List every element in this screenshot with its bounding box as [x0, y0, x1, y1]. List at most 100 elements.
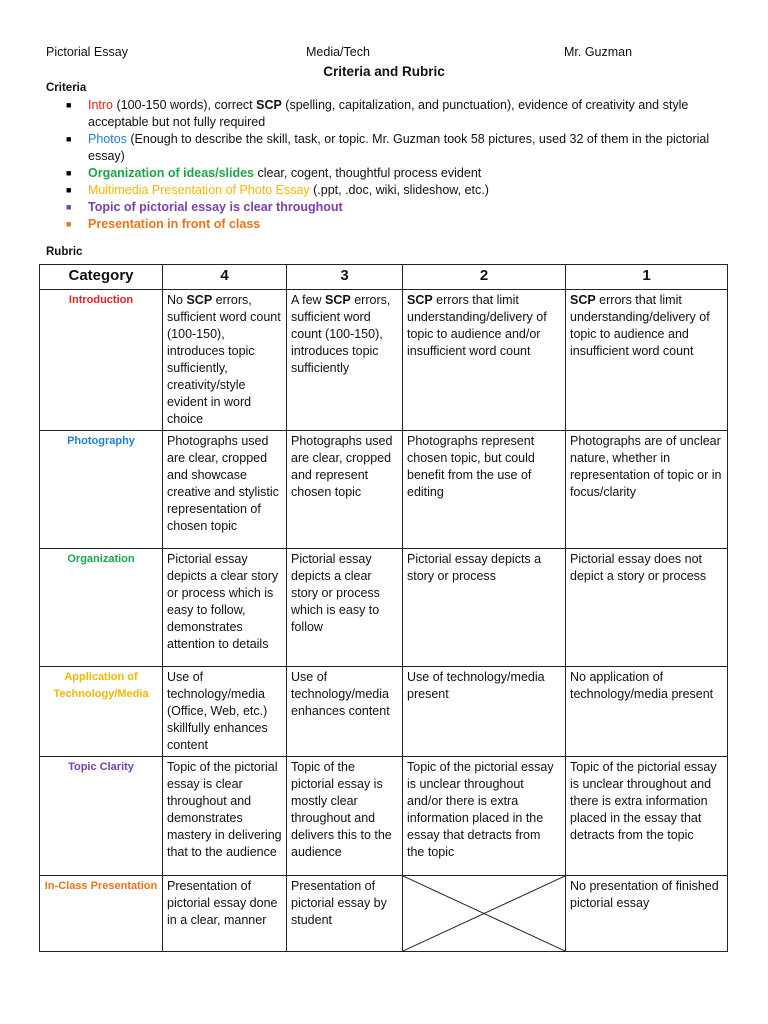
- score-cell: A few SCP errors, sufficient word count …: [286, 289, 403, 431]
- text-segment: Pictorial essay does not depict a story …: [570, 552, 707, 583]
- text-segment: No: [167, 293, 187, 307]
- bold-text: Presentation in front of class: [88, 217, 261, 231]
- text-segment: Use of technology/media (Office, Web, et…: [167, 670, 268, 752]
- criteria-item: ■ Topic of pictorial essay is clear throu…: [60, 199, 710, 216]
- score-cell: Topic of the pictorial essay is clear th…: [162, 756, 287, 876]
- text-segment: Topic of the pictorial essay is clear th…: [167, 760, 282, 859]
- bullet-icon: ■: [66, 219, 72, 229]
- header-left: Pictorial Essay: [46, 45, 128, 59]
- score-cell: Presentation of pictorial essay by stude…: [286, 875, 403, 952]
- score-cell: Topic of the pictorial essay is unclear …: [565, 756, 728, 876]
- rubric-row: Topic Clarity Topic of the pictorial essa…: [39, 756, 728, 876]
- text-segment: No application of technology/media prese…: [570, 670, 714, 701]
- criteria-list: ■ Intro (100-150 words), correct SCP (spe…: [60, 97, 710, 233]
- score-cell: Photographs represent chosen topic, but …: [402, 430, 566, 549]
- rubric-row: Photography Photographs used are clear, c…: [39, 430, 728, 549]
- text-segment: Photos: [88, 132, 127, 146]
- page-title: Criteria and Rubric: [323, 64, 445, 79]
- score-cell: Use of technology/media present: [402, 666, 566, 757]
- rubric-row: Application of Technology/Media Use of te…: [39, 666, 728, 757]
- column-header: 3: [286, 264, 403, 290]
- category-cell: Introduction: [39, 289, 163, 431]
- score-cell: Pictorial essay depicts a story or proce…: [402, 548, 566, 667]
- rubric-row: Introduction No SCP errors, sufficient wo…: [39, 289, 728, 431]
- category-cell: In-Class Presentation: [39, 875, 163, 952]
- rubric-header-row: Category 4 3 2 1: [39, 264, 728, 290]
- text-segment: errors that limit understanding/delivery…: [407, 293, 547, 358]
- score-cell: Pictorial essay depicts a clear story or…: [286, 548, 403, 667]
- text-segment: Photographs used are clear, cropped and …: [167, 434, 279, 533]
- criteria-item: ■ Photos (Enough to describe the skill, t…: [60, 131, 710, 165]
- header-center: Media/Tech: [306, 45, 370, 59]
- column-header: 1: [565, 264, 728, 290]
- text-segment: Presentation of pictorial essay by stude…: [291, 879, 387, 927]
- bold-text: SCP: [570, 293, 596, 307]
- criteria-item: ■ Intro (100-150 words), correct SCP (spe…: [60, 97, 710, 131]
- bold-text: SCP: [325, 293, 351, 307]
- score-cell: Pictorial essay depicts a clear story or…: [162, 548, 287, 667]
- text-segment: Photographs represent chosen topic, but …: [407, 434, 535, 499]
- bullet-icon: ■: [66, 185, 72, 195]
- rubric-table: Category 4 3 2 1 Introduction No SCP errors, …: [39, 264, 728, 952]
- score-cell: SCP errors that limit understanding/deli…: [402, 289, 566, 431]
- score-cell: Pictorial essay does not depict a story …: [565, 548, 728, 667]
- crossed-out-cell: [402, 875, 566, 952]
- criteria-item: ■ Presentation in front of class: [60, 216, 710, 233]
- score-cell: Use of technology/media (Office, Web, et…: [162, 666, 287, 757]
- score-cell: Photographs used are clear, cropped and …: [286, 430, 403, 549]
- header-right: Mr. Guzman: [564, 45, 633, 59]
- criteria-item: ■ Multimedia Presentation of Photo Essay …: [60, 182, 710, 199]
- text-segment: Photographs are of unclear nature, wheth…: [570, 434, 722, 499]
- text-segment: Pictorial essay depicts a clear story or…: [291, 552, 380, 634]
- text-segment: clear, cogent, thoughtful process eviden…: [254, 166, 482, 180]
- score-cell: SCP errors that limit understanding/deli…: [565, 289, 728, 431]
- text-segment: Topic of the pictorial essay is unclear …: [570, 760, 717, 842]
- bullet-icon: ■: [66, 202, 72, 212]
- cross-mark-icon: [403, 876, 565, 951]
- text-segment: Topic of the pictorial essay is mostly c…: [291, 760, 392, 859]
- category-cell: Organization: [39, 548, 163, 667]
- text-segment: Pictorial essay depicts a story or proce…: [407, 552, 542, 583]
- bullet-icon: ■: [66, 168, 72, 178]
- rubric-row: In-Class Presentation Presentation of pic…: [39, 875, 728, 952]
- text-segment: errors, sufficient word count (100-150),…: [291, 293, 391, 375]
- score-cell: Photographs are of unclear nature, wheth…: [565, 430, 728, 549]
- criteria-item: ■ Organization of ideas/slides clear, cog…: [60, 165, 710, 182]
- text-segment: (Enough to describe the skill, task, or …: [88, 132, 710, 163]
- text-segment: errors that limit understanding/delivery…: [570, 293, 710, 358]
- column-header: 4: [162, 264, 287, 290]
- text-segment: A few: [291, 293, 326, 307]
- rubric-heading: Rubric: [46, 246, 83, 258]
- score-cell: Topic of the pictorial essay is mostly c…: [286, 756, 403, 876]
- score-cell: Presentation of pictorial essay done in …: [162, 875, 287, 952]
- text-segment: Topic of the pictorial essay is unclear …: [407, 760, 554, 859]
- category-cell: Application of Technology/Media: [39, 666, 163, 757]
- text-segment: Intro: [88, 98, 114, 112]
- text-segment: Photographs used are clear, cropped and …: [291, 434, 393, 499]
- score-cell: Photographs used are clear, cropped and …: [162, 430, 287, 549]
- category-cell: Photography: [39, 430, 163, 549]
- bold-text: SCP: [186, 293, 213, 307]
- score-cell: Topic of the pictorial essay is unclear …: [402, 756, 566, 876]
- bold-text: SCP: [256, 98, 282, 112]
- column-header: 2: [402, 264, 566, 290]
- text-segment: Presentation of pictorial essay done in …: [167, 879, 278, 927]
- column-header: Category: [39, 264, 163, 290]
- score-cell: Use of technology/media enhances content: [286, 666, 403, 757]
- text-segment: Use of technology/media enhances content: [291, 670, 390, 718]
- bold-text: Organization of ideas/slides: [88, 166, 255, 180]
- score-cell: No SCP errors, sufficient word count (10…: [162, 289, 287, 431]
- score-cell: No application of technology/media prese…: [565, 666, 728, 757]
- text-segment: (100-150 words), correct: [113, 98, 257, 112]
- bold-text: Topic of pictorial essay is clear throug…: [88, 200, 343, 214]
- score-cell: No presentation of finished pictorial es…: [565, 875, 728, 952]
- text-segment: (.ppt, .doc, wiki, slideshow, etc.): [309, 183, 489, 197]
- text-segment: errors, sufficient word count (100-150),…: [167, 293, 281, 426]
- criteria-heading: Criteria: [46, 82, 87, 94]
- text-segment: Multimedia Presentation of Photo Essay: [88, 183, 310, 197]
- text-segment: Pictorial essay depicts a clear story or…: [167, 552, 279, 651]
- bullet-icon: ■: [66, 134, 72, 144]
- text-segment: No presentation of finished pictorial es…: [570, 879, 719, 910]
- bullet-icon: ■: [66, 100, 72, 110]
